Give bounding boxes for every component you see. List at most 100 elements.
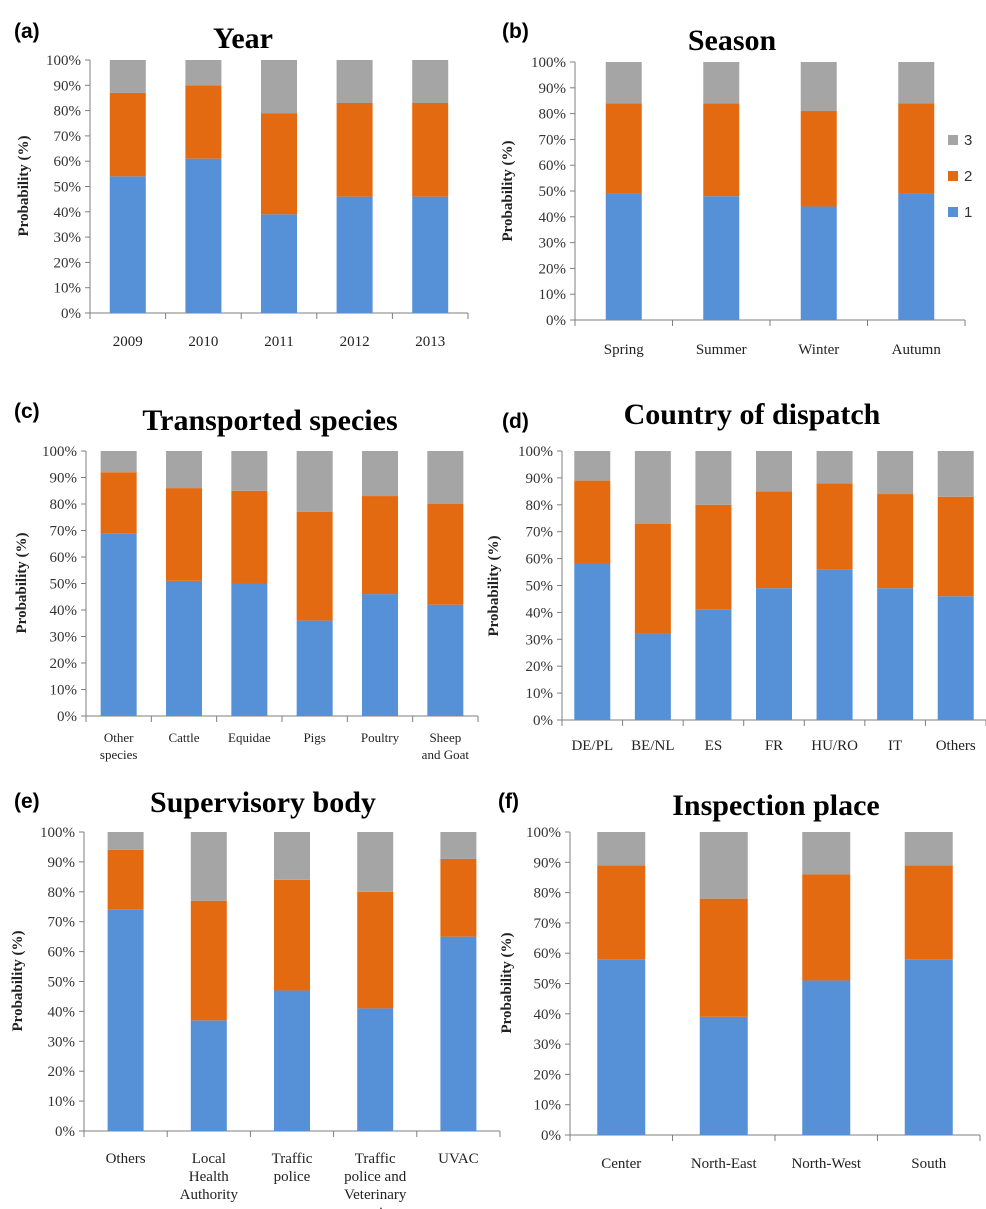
bar-segment-series-1 (296, 620, 333, 716)
x-category-label: Sheep and Goat (422, 730, 470, 762)
x-category-label: Others (106, 1151, 146, 1167)
bar-segment-series-1 (412, 196, 449, 313)
x-category-label: HU/RO (811, 738, 858, 754)
bar-segment-series-2 (937, 496, 974, 597)
bar-segment-series-1 (261, 214, 297, 313)
y-tick-label: 60% (50, 550, 78, 566)
bar-segment-series-2 (574, 480, 611, 564)
y-tick-label: 60% (48, 945, 76, 961)
panel-letter: (a) (14, 20, 40, 43)
bar-segment-series-3 (877, 451, 914, 495)
bar-segment-series-2 (695, 504, 732, 610)
bar-segment-series-1 (107, 909, 144, 1131)
x-category-label: 2011 (264, 334, 293, 350)
bar-segment-series-1 (898, 193, 935, 320)
bar-segment-series-1 (634, 633, 671, 720)
y-tick-label: 40% (534, 1007, 562, 1023)
legend: 3 2 1 (948, 132, 972, 221)
bar-segment-series-1 (937, 596, 974, 720)
chart-panel-f: (f) Inspection place Probability (%) 0% 10% 2… (498, 789, 981, 1172)
y-tick-label: 10% (54, 281, 82, 297)
bar-segment-series-2 (166, 488, 202, 581)
y-tick-label: 70% (50, 524, 78, 540)
bar-segment-series-1 (597, 959, 646, 1135)
bar-segment-series-1 (816, 569, 853, 720)
bar-segment-series-3 (695, 451, 732, 505)
bar-segment-series-1 (877, 588, 914, 720)
y-axis-label: Probability (%) (16, 136, 32, 237)
bar-segment-series-2 (703, 103, 740, 197)
bar-segment-series-1 (802, 980, 851, 1135)
y-tick-label: 30% (54, 230, 82, 246)
y-tick-label: 80% (539, 107, 567, 123)
x-category-label: UVAC (438, 1151, 479, 1167)
bar-segment-series-2 (877, 494, 914, 589)
bar-segment-series-2 (412, 103, 449, 197)
bar-segment-series-1 (274, 990, 310, 1131)
y-tick-label: 10% (539, 287, 567, 303)
bar-segment-series-1 (699, 1016, 748, 1135)
bar-segment-series-1 (231, 583, 268, 716)
panel-letter: (f) (498, 790, 519, 813)
y-tick-label: 60% (54, 154, 82, 170)
y-axis-label: Probability (%) (499, 933, 515, 1034)
x-category-label: North-West (791, 1156, 861, 1172)
y-tick-label: 60% (534, 946, 562, 962)
y-tick-label: 50% (50, 577, 78, 593)
bar-segment-series-1 (166, 580, 202, 716)
y-tick-label: 10% (50, 683, 78, 699)
chart-title: Transported species (142, 404, 397, 437)
y-tick-label: 100% (46, 53, 81, 69)
y-tick-label: 10% (526, 686, 554, 702)
bar-segment-series-1 (440, 936, 477, 1131)
y-tick-label: 10% (534, 1098, 562, 1114)
y-tick-label: 30% (526, 632, 554, 648)
x-category-label: 2013 (415, 334, 445, 350)
bar-segment-series-2 (898, 103, 935, 194)
y-tick-label: 20% (526, 659, 554, 675)
y-tick-label: 90% (50, 471, 78, 487)
chart-title: Year (213, 22, 273, 55)
bar-segment-series-2 (699, 898, 748, 1017)
y-tick-label: 30% (534, 1037, 562, 1053)
chart-title: Country of dispatch (624, 398, 881, 431)
bar-segment-series-3 (800, 62, 837, 112)
bar-segment-series-3 (703, 62, 740, 104)
bar-segment-series-3 (261, 60, 297, 114)
bar-segment-series-1 (574, 563, 611, 720)
chart-title: Inspection place (672, 789, 880, 822)
y-tick-label: 0% (533, 713, 553, 729)
y-tick-label: 20% (48, 1064, 76, 1080)
y-tick-label: 40% (526, 605, 554, 621)
bar-segment-series-3 (802, 832, 851, 875)
y-tick-label: 100% (531, 55, 566, 71)
bar-segment-series-2 (190, 900, 227, 1021)
x-category-label: Autumn (892, 342, 942, 358)
bar-segment-series-3 (634, 451, 671, 524)
bar-segment-series-1 (100, 533, 137, 716)
chart-title: Supervisory body (150, 786, 376, 819)
x-category-label: 2012 (340, 334, 370, 350)
y-tick-label: 0% (55, 1124, 75, 1140)
y-tick-label: 50% (54, 180, 82, 196)
bar-segment-series-3 (190, 832, 227, 901)
chart-panel-c: (c) Transported species Probability (%) 0% 1… (14, 400, 479, 762)
y-tick-label: 40% (539, 210, 567, 226)
bar-segment-series-2 (816, 483, 853, 570)
y-tick-label: 40% (48, 1004, 76, 1020)
bar-segment-series-3 (937, 451, 974, 497)
bar-segment-series-3 (756, 451, 792, 492)
bar-segment-series-3 (107, 832, 144, 850)
y-tick-label: 30% (50, 630, 78, 646)
y-tick-label: 10% (48, 1094, 76, 1110)
y-tick-label: 20% (539, 261, 567, 277)
y-tick-label: 0% (57, 709, 77, 725)
y-tick-label: 50% (526, 579, 554, 595)
y-tick-label: 50% (48, 975, 76, 991)
x-category-label: 2010 (188, 334, 218, 350)
bar-segment-series-2 (440, 858, 477, 937)
bar-segment-series-3 (904, 832, 953, 866)
y-tick-label: 90% (539, 81, 567, 97)
y-tick-label: 20% (534, 1067, 562, 1083)
